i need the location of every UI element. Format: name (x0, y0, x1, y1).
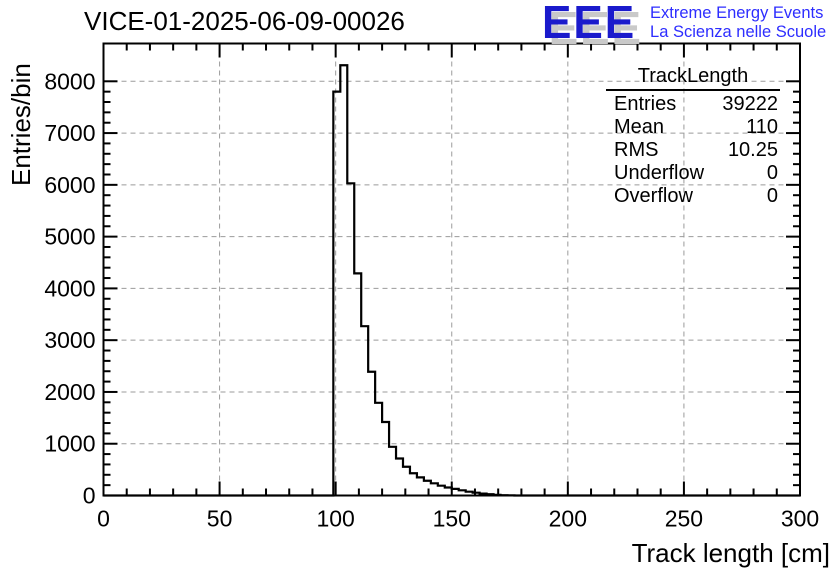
y-tick-label: 2000 (44, 379, 95, 405)
y-tick-label: 3000 (44, 327, 95, 353)
eee-logo-tagline: Extreme Energy Events La Scienza nelle S… (650, 0, 826, 42)
stats-value: 0 (766, 185, 778, 207)
stats-row: Mean 110 (606, 116, 780, 139)
y-tick-label: 0 (83, 483, 96, 509)
eee-logo-tagline-line2: La Scienza nelle Scuole (650, 23, 827, 41)
x-tick-label: 50 (207, 506, 233, 532)
y-tick-label: 8000 (44, 68, 95, 94)
stats-box: TrackLength Entries 39222 Mean 110 RMS 1… (606, 64, 780, 208)
stats-value: 110 (746, 116, 778, 138)
x-tick-label: 0 (97, 506, 110, 532)
x-tick-label: 200 (549, 506, 587, 532)
y-tick-label: 4000 (44, 275, 95, 301)
stats-label: Overflow (614, 185, 693, 207)
plot-title: VICE-01-2025-06-09-00026 (84, 6, 405, 36)
stats-row: Underflow 0 (606, 162, 780, 185)
stats-row: RMS 10.25 (606, 139, 780, 162)
stats-value: 10.25 (727, 139, 778, 161)
stats-value: 0 (766, 162, 778, 184)
eee-logo-acronym: EEE (542, 0, 637, 48)
y-axis-title: Entries/bin (6, 63, 36, 186)
stats-label: Entries (614, 93, 677, 115)
y-tick-label: 7000 (44, 120, 95, 146)
eee-logo-tagline-line1: Extreme Energy Events (650, 4, 824, 22)
y-tick-label: 6000 (44, 172, 95, 198)
stats-label: RMS (614, 139, 659, 161)
x-tick-label: 250 (665, 506, 703, 532)
eee-logo: EEE Extreme Energy Events La Scienza nel… (542, 0, 826, 48)
y-tick-label: 1000 (44, 431, 95, 457)
x-tick-label: 150 (433, 506, 471, 532)
histogram-outline (103, 64, 800, 497)
x-axis-title: Track length [cm] (631, 538, 830, 568)
stats-row: Overflow 0 (606, 185, 780, 208)
x-tick-label: 300 (781, 506, 819, 532)
stats-box-title: TrackLength (606, 64, 780, 91)
stats-label: Underflow (614, 162, 705, 184)
x-tick-label: 100 (316, 506, 354, 532)
stats-value: 39222 (722, 93, 778, 115)
stats-label: Mean (614, 116, 665, 138)
stats-row: Entries 39222 (606, 93, 780, 116)
y-tick-label: 5000 (44, 224, 95, 250)
